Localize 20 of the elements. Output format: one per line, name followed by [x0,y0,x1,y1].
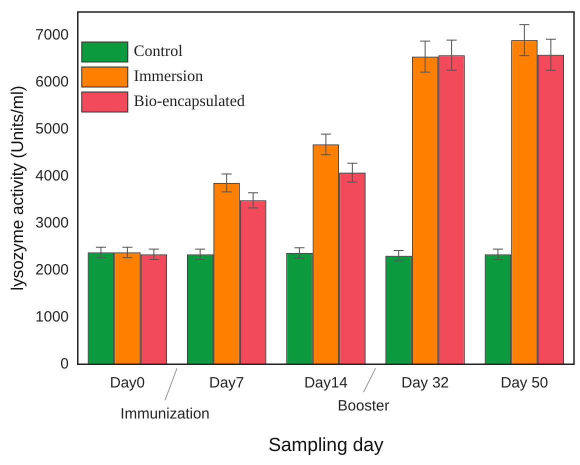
text: Immunization [120,405,210,422]
x-tick-label: Day7 [209,374,244,392]
x-tick-label: Day 32 [401,374,449,392]
y-tick-label: 5000 [35,120,69,138]
y-tick-label: 2000 [35,261,69,278]
x-axis-title: Sampling day [268,434,384,456]
legend-label: Immersion [134,68,204,86]
x-tick-label: Day 50 [500,374,548,392]
y-tick-label: 3000 [35,214,69,232]
x-tick-label: Day0 [110,374,145,392]
legend-label: Control [134,43,184,60]
y-tick-label: 1000 [35,308,69,326]
y-tick-label: 7000 [35,26,69,44]
y-axis-title: lysozyme activity (Units/ml) [8,86,27,291]
y-tick-label: 6000 [35,74,69,91]
x-tick-label: Day14 [304,374,348,392]
legend-label: Bio-encapsulated [134,93,245,110]
text: Booster [338,397,390,414]
y-tick-label: 0 [60,355,69,372]
y-tick-label: 4000 [35,168,69,184]
